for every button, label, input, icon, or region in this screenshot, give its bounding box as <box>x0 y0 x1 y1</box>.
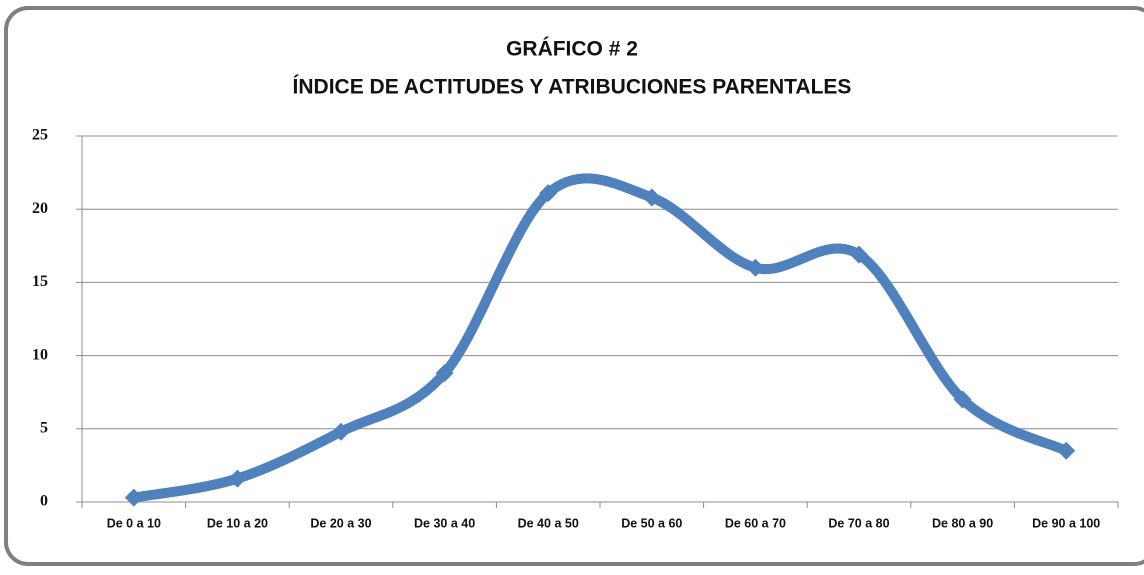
point-marker <box>435 364 454 383</box>
point-marker <box>1057 441 1076 460</box>
x-tick-label: De 10 a 20 <box>207 516 268 530</box>
point-marker <box>124 488 143 507</box>
series-line <box>128 173 1072 503</box>
y-tick-label: 5 <box>40 419 48 436</box>
chart-title: ÍNDICE DE ACTITUDES Y ATRIBUCIONES PAREN… <box>293 76 852 99</box>
y-tick-label: 10 <box>32 346 48 363</box>
x-tick-label: De 80 a 90 <box>932 516 993 530</box>
x-tick-label: De 90 a 100 <box>1032 516 1100 530</box>
x-tick-label: De 70 a 80 <box>828 516 889 530</box>
point-marker <box>642 188 661 207</box>
x-tick-label: De 0 a 10 <box>107 516 161 530</box>
x-tick-label: De 60 a 70 <box>725 516 786 530</box>
x-tick-label: De 40 a 50 <box>518 516 579 530</box>
point-marker <box>539 184 558 203</box>
y-tick-label: 0 <box>40 493 48 510</box>
y-tick-label: 20 <box>32 200 48 217</box>
point-marker <box>746 258 765 277</box>
chart-title: GRÁFICO # 2 <box>506 38 638 61</box>
point-marker <box>953 390 972 409</box>
point-marker <box>332 422 350 441</box>
point-marker <box>228 469 247 488</box>
chart-frame <box>4 6 1144 566</box>
x-tick-label: De 50 a 60 <box>621 516 682 530</box>
x-tick-label: De 30 a 40 <box>414 516 475 530</box>
point-marker <box>850 245 868 264</box>
y-tick-label: 15 <box>32 273 48 290</box>
x-tick-label: De 20 a 30 <box>310 516 371 530</box>
y-tick-label: 25 <box>32 127 48 144</box>
